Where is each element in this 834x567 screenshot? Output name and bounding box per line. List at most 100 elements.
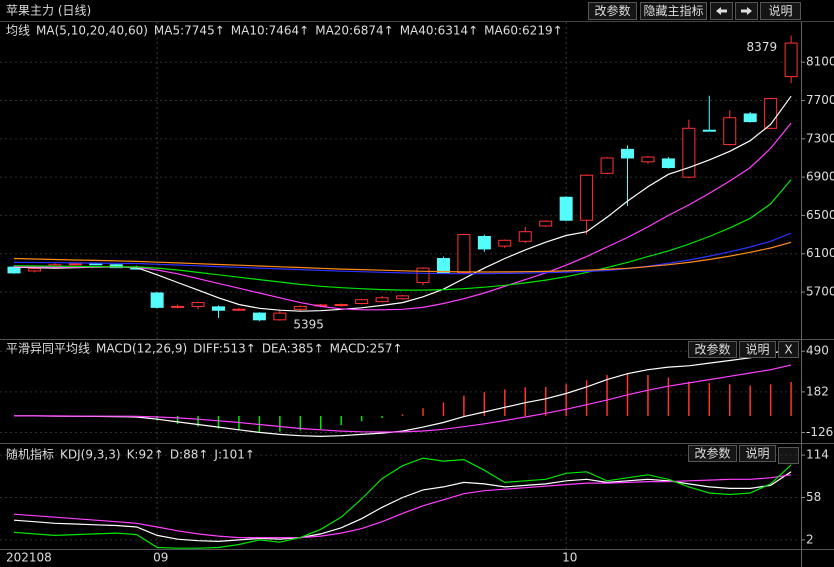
- candle-body: [191, 302, 205, 307]
- y-tick-label: -126: [806, 425, 833, 439]
- button-label[interactable]: 改参数: [694, 446, 730, 461]
- y-tick-label: 8100: [806, 55, 834, 69]
- button[interactable]: 改参数: [688, 445, 737, 462]
- button-frame: [688, 445, 737, 462]
- empty-button: [778, 447, 799, 464]
- button[interactable]: 改参数: [588, 2, 637, 20]
- button-label[interactable]: 改参数: [694, 342, 730, 357]
- indicator-line: [13, 474, 792, 539]
- candle-body: [436, 258, 450, 274]
- x-tick-label: 10: [562, 551, 577, 565]
- candle-body: [600, 157, 614, 174]
- candle-body: [355, 299, 369, 305]
- y-tick-label: 5700: [806, 285, 834, 299]
- button-frame: [588, 2, 637, 20]
- candle-body: [273, 312, 287, 321]
- candle-body: [252, 312, 266, 321]
- legend-entry: 均线: [6, 24, 30, 38]
- candle-body: [68, 263, 82, 266]
- candle-body: [212, 306, 225, 311]
- y-tick-label: 58: [806, 490, 821, 504]
- low-annotation: 5395: [293, 318, 324, 332]
- indicator-line: [13, 95, 792, 312]
- indicator-line: [13, 241, 792, 273]
- legend-entry: MA10:7464↑: [231, 24, 309, 38]
- button-frame: [688, 341, 737, 358]
- candle-body: [7, 266, 21, 274]
- legend-entry: MA40:6314↑: [400, 24, 478, 38]
- button-frame: [739, 445, 776, 462]
- legend-entry: 随机指标: [6, 447, 54, 462]
- indicator-line: [14, 364, 792, 433]
- candle-body: [641, 156, 655, 163]
- candle-body: [661, 158, 675, 169]
- legend-entry: DIFF:513↑: [193, 342, 256, 356]
- legend-entry: D:88↑: [170, 448, 209, 462]
- candle-body: [375, 297, 389, 303]
- legend-entry: KDJ(9,3,3): [60, 448, 121, 462]
- button-label[interactable]: 说明: [745, 446, 769, 461]
- button-label[interactable]: 改参数: [594, 3, 630, 18]
- button[interactable]: 说明: [760, 2, 801, 20]
- y-tick-label: 114: [806, 448, 829, 462]
- button-frame: [760, 2, 801, 20]
- candle-body: [784, 42, 798, 78]
- legend-entry: K:92↑: [127, 448, 164, 462]
- legend-entry: MA(5,10,20,40,60): [36, 24, 148, 38]
- candle-body: [518, 231, 532, 242]
- y-tick-label: 7700: [806, 93, 834, 107]
- y-tick-label: 6100: [806, 246, 834, 260]
- legend-entry: 平滑异同平均线: [6, 342, 90, 356]
- legend-entry: J:101↑: [213, 448, 255, 462]
- button-frame: [640, 2, 707, 20]
- candle-body: [416, 267, 430, 283]
- legend-entry: MACD(12,26,9): [96, 342, 187, 356]
- button[interactable]: 说明: [739, 341, 776, 358]
- candle-body: [396, 295, 410, 300]
- candle-body: [293, 305, 307, 310]
- candle-body: [232, 308, 246, 311]
- button[interactable]: 隐藏主指标: [640, 2, 707, 20]
- y-tick-label: 490: [806, 344, 829, 358]
- x-tick-label: 09: [153, 551, 168, 565]
- candle-body: [457, 234, 471, 274]
- y-tick-label: 6900: [806, 170, 834, 184]
- button[interactable]: X: [778, 341, 799, 358]
- legend-entry: DEA:385↑: [262, 342, 324, 356]
- y-tick-label: 6500: [806, 208, 834, 222]
- candle-body: [702, 129, 716, 132]
- button-frame: [739, 341, 776, 358]
- candle-body: [477, 235, 491, 250]
- candle-body: [498, 239, 512, 247]
- candle-body: [621, 148, 634, 159]
- indicator-line: [13, 457, 792, 549]
- candle-body: [334, 303, 348, 306]
- button-label[interactable]: 说明: [745, 342, 769, 357]
- candle-body: [27, 268, 41, 272]
- arrow-right-button[interactable]: [735, 2, 758, 20]
- button-label[interactable]: 说明: [768, 3, 792, 18]
- chart-title: 苹果主力 (日线): [6, 4, 91, 18]
- candle-body: [89, 263, 103, 266]
- legend-entry: MA5:7745↑: [154, 24, 225, 38]
- y-tick-label: 182: [806, 384, 829, 398]
- y-tick-label: 2: [806, 532, 814, 546]
- legend-entry: MACD:257↑: [330, 342, 403, 356]
- y-tick-label: 7300: [806, 131, 834, 145]
- button-label[interactable]: X: [784, 343, 792, 357]
- button-label[interactable]: 隐藏主指标: [643, 3, 703, 18]
- x-tick-label: 202108: [6, 551, 52, 565]
- high-annotation: 8379: [747, 40, 778, 54]
- indicator-line: [13, 232, 792, 275]
- candle-body: [682, 127, 696, 178]
- button[interactable]: 说明: [739, 445, 776, 462]
- indicator-line: [13, 471, 792, 543]
- candle-body: [559, 196, 573, 221]
- legend-entry: MA60:6219↑: [484, 24, 562, 38]
- candle-body: [171, 305, 185, 308]
- arrow-left-button[interactable]: [710, 2, 733, 20]
- button[interactable]: 改参数: [688, 341, 737, 358]
